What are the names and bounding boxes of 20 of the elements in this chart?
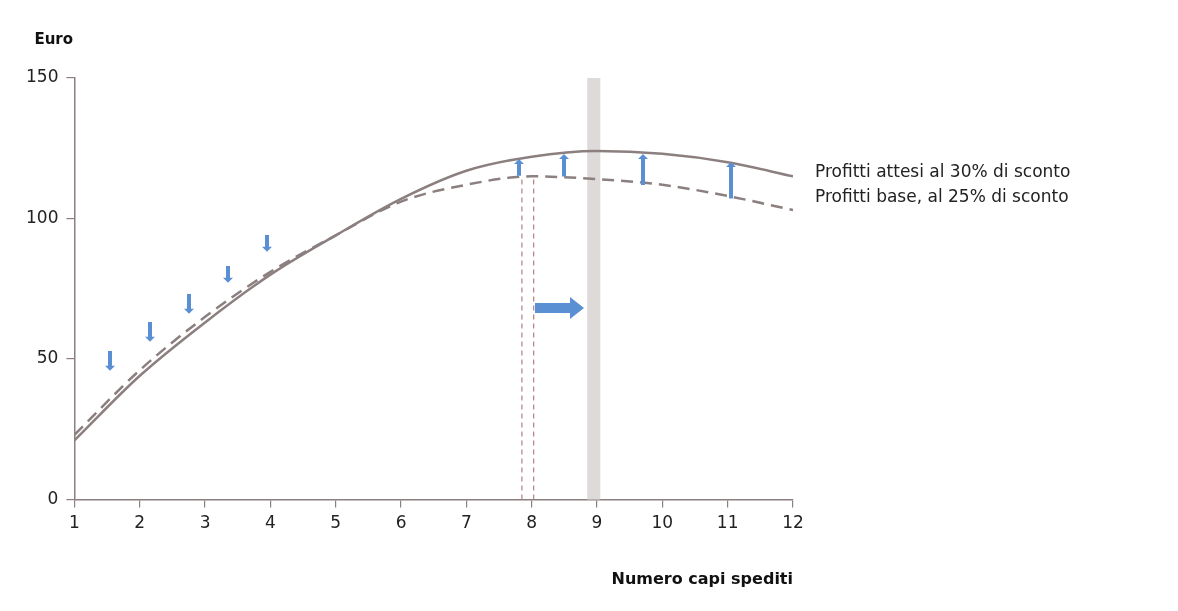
- x-tick-label: 12: [782, 512, 804, 533]
- y-tick-label: 100: [25, 206, 59, 227]
- x-tick-label: 2: [134, 512, 146, 533]
- x-tick-label: 3: [199, 512, 211, 533]
- x-tick-label: 1: [69, 512, 80, 533]
- series-label: Profitti base, al 25% di sconto: [815, 186, 1069, 207]
- x-tick-label: 8: [526, 512, 538, 533]
- x-tick-label: 4: [265, 512, 276, 533]
- series-label: Profitti attesi al 30% di sconto: [815, 160, 1071, 181]
- y-tick-label: 50: [36, 347, 59, 368]
- x-tick-label: 5: [330, 512, 342, 533]
- y-axis-title: Euro: [34, 30, 74, 49]
- x-tick-label: 10: [651, 512, 674, 533]
- x-tick-label: 9: [591, 512, 603, 533]
- x-axis-title: Numero capi spediti: [611, 568, 793, 588]
- x-tick-label: 7: [460, 512, 472, 533]
- x-tick-label: 6: [395, 512, 407, 533]
- x-tick-label: 11: [716, 512, 739, 533]
- y-tick-label: 0: [47, 487, 59, 508]
- y-tick-label: 150: [25, 66, 59, 87]
